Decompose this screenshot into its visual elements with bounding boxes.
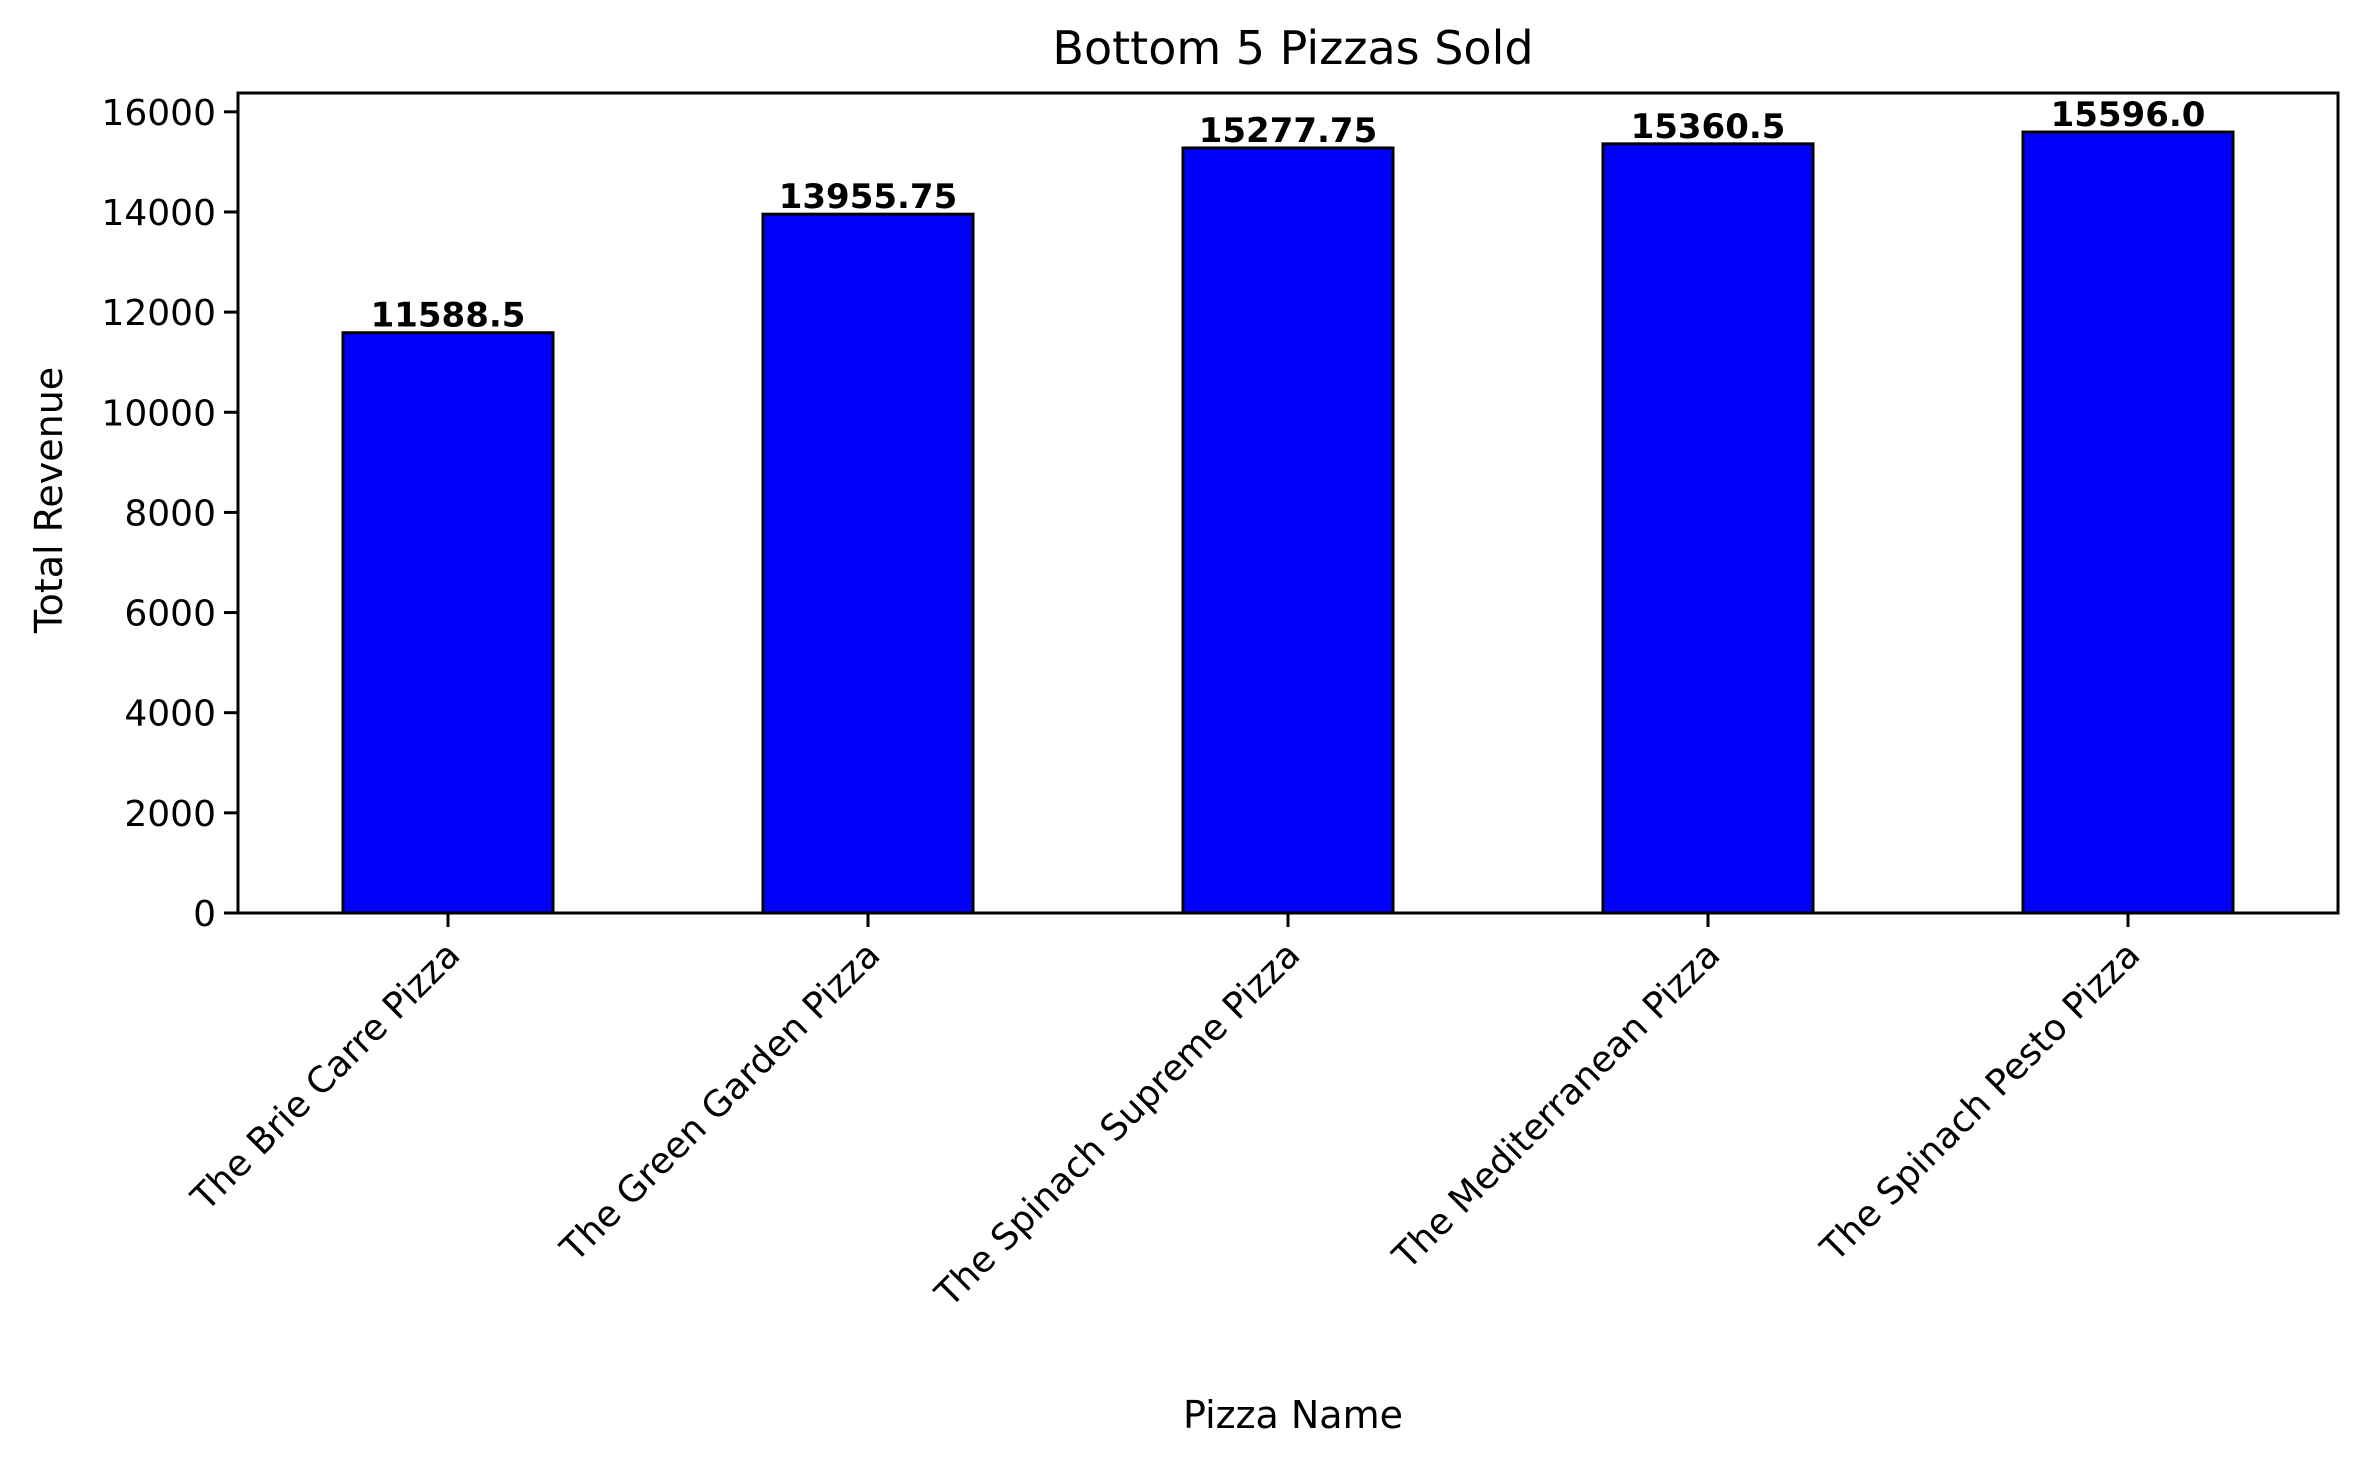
bar-4 [2021,130,2235,915]
bar-2 [1181,146,1395,915]
x-tick-label-3: The Mediterranean Pizza [1385,934,1729,1278]
data-label-4: 15596.0 [2051,95,2206,135]
y-tick-label-0: 0 [193,894,216,935]
chart-title: Bottom 5 Pizzas Sold [1052,21,1533,75]
x-tick-label-0: The Brie Carre Pizza [183,934,468,1219]
x-axis-ticks: The Brie Carre Pizza The Green Garden Piz… [183,913,2148,1316]
bar-1 [761,212,975,915]
y-axis-ticks: 0 2000 4000 6000 8000 10000 12000 14000 16000 [101,93,238,935]
data-label-1: 13955.75 [779,177,958,217]
bar-3 [1601,142,1815,915]
y-tick-label-8: 16000 [101,93,216,134]
y-tick-label-4: 8000 [124,493,216,534]
y-tick-label-2: 4000 [124,694,216,735]
data-labels-layer: 11588.5 13955.75 15277.75 15360.5 15596.0 [371,95,2206,336]
x-tick-label-4: The Spinach Pesto Pizza [1813,934,2149,1270]
y-tick-label-1: 2000 [124,794,216,835]
x-axis-label: Pizza Name [1183,1393,1403,1437]
y-tick-label-7: 14000 [101,193,216,234]
plot-area-frame [236,91,2340,915]
data-label-2: 15277.75 [1199,111,1378,151]
bars-layer [341,130,2235,915]
y-axis-label: Total Revenue [27,367,71,634]
y-tick-label-3: 6000 [124,594,216,635]
x-tick-label-1: The Green Garden Pizza [552,934,888,1270]
y-tick-label-6: 12000 [101,293,216,334]
y-tick-label-5: 10000 [101,393,216,434]
data-label-3: 15360.5 [1631,107,1786,147]
x-tick-label-2: The Spinach Supreme Pizza [927,934,1308,1315]
data-label-0: 11588.5 [371,296,526,336]
bar-0 [341,331,555,915]
